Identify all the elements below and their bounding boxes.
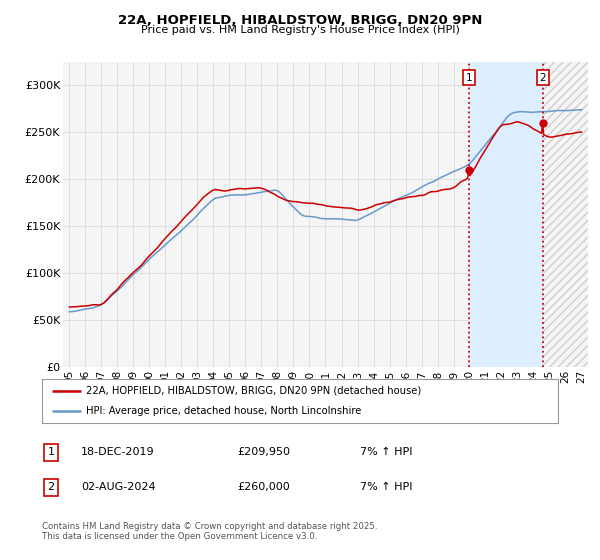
Text: 7% ↑ HPI: 7% ↑ HPI (360, 482, 413, 492)
Text: 1: 1 (47, 447, 55, 458)
Bar (543, 62, 588, 367)
Text: 2: 2 (539, 73, 546, 82)
Text: 22A, HOPFIELD, HIBALDSTOW, BRIGG, DN20 9PN (detached house): 22A, HOPFIELD, HIBALDSTOW, BRIGG, DN20 9… (86, 386, 421, 396)
Text: £260,000: £260,000 (237, 482, 290, 492)
Text: Price paid vs. HM Land Registry's House Price Index (HPI): Price paid vs. HM Land Registry's House … (140, 25, 460, 35)
Bar (543, 62, 588, 367)
Text: HPI: Average price, detached house, North Lincolnshire: HPI: Average price, detached house, Nort… (86, 406, 361, 416)
Text: 18-DEC-2019: 18-DEC-2019 (81, 447, 155, 458)
Text: 02-AUG-2024: 02-AUG-2024 (81, 482, 155, 492)
Text: 2: 2 (47, 482, 55, 492)
Text: 7% ↑ HPI: 7% ↑ HPI (360, 447, 413, 458)
Text: 22A, HOPFIELD, HIBALDSTOW, BRIGG, DN20 9PN: 22A, HOPFIELD, HIBALDSTOW, BRIGG, DN20 9… (118, 14, 482, 27)
Text: £209,950: £209,950 (237, 447, 290, 458)
Text: Contains HM Land Registry data © Crown copyright and database right 2025.
This d: Contains HM Land Registry data © Crown c… (42, 522, 377, 542)
Text: 1: 1 (466, 73, 472, 82)
Bar (469, 62, 543, 367)
